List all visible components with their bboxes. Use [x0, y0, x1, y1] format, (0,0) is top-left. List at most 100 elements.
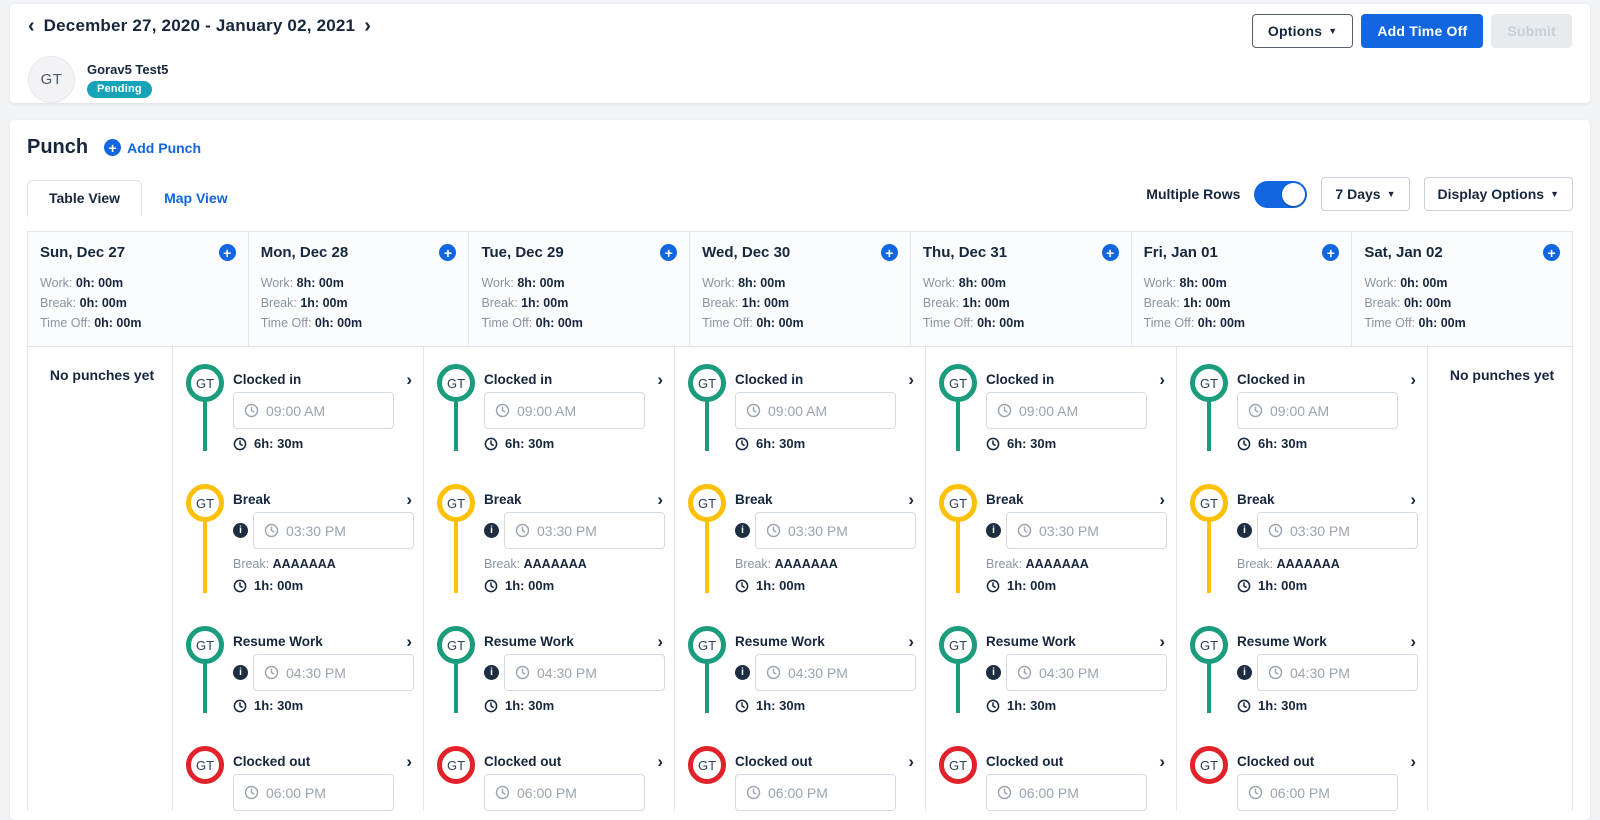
punch-time-input[interactable]: 03:30 PM: [755, 512, 916, 549]
break-stat-value: 0h: 00m: [1403, 296, 1452, 310]
info-icon[interactable]: i: [233, 523, 248, 538]
punch-type-label: Clocked in: [986, 372, 1055, 387]
info-icon[interactable]: i: [986, 665, 1001, 680]
info-icon[interactable]: i: [735, 523, 750, 538]
chevron-right-icon[interactable]: ›: [406, 489, 412, 509]
timeline-connector: [203, 520, 207, 593]
punch-time-input[interactable]: 06:00 PM: [233, 774, 394, 811]
add-punch-day-icon[interactable]: +: [439, 244, 457, 261]
punch-time-input[interactable]: 06:00 PM: [986, 774, 1147, 811]
chevron-right-icon[interactable]: ›: [1410, 489, 1416, 509]
chevron-right-icon[interactable]: ›: [908, 751, 914, 771]
info-icon[interactable]: i: [233, 665, 248, 680]
chevron-right-icon[interactable]: ›: [406, 369, 412, 389]
day-stats: Work: 8h: 00m Break: 1h: 00m Time Off: 0…: [481, 273, 677, 333]
timeoff-stat-value: 0h: 00m: [314, 316, 363, 330]
add-punch-day-icon[interactable]: +: [1543, 244, 1561, 261]
timeline-connector: [956, 400, 960, 451]
punch-time-input[interactable]: 09:00 AM: [986, 392, 1147, 429]
chevron-right-icon[interactable]: ›: [657, 631, 663, 651]
chevron-right-icon[interactable]: ›: [908, 631, 914, 651]
punch-time-value: 03:30 PM: [286, 522, 346, 539]
info-icon[interactable]: i: [484, 523, 499, 538]
chevron-right-icon[interactable]: ›: [1159, 631, 1165, 651]
clock-icon: [515, 665, 530, 680]
chevron-right-icon[interactable]: ›: [657, 369, 663, 389]
punch-time-input[interactable]: 06:00 PM: [484, 774, 645, 811]
options-button[interactable]: Options ▼: [1251, 14, 1354, 48]
add-punch-day-icon[interactable]: +: [880, 244, 898, 261]
timeline-rail: GT: [939, 626, 977, 713]
punch-time-input[interactable]: 04:30 PM: [504, 654, 665, 691]
add-punch-day-icon[interactable]: +: [218, 244, 236, 261]
clock-icon: [484, 579, 498, 592]
day-title: Tue, Dec 29: [481, 244, 564, 261]
timeoff-stat-value: 0h: 00m: [94, 316, 142, 330]
chevron-right-icon[interactable]: ›: [406, 631, 412, 651]
chevron-right-icon[interactable]: ›: [908, 489, 914, 509]
chevron-right-icon[interactable]: ›: [657, 751, 663, 771]
clock-icon: [484, 699, 498, 712]
punch-time-input[interactable]: 09:00 AM: [735, 392, 896, 429]
info-icon[interactable]: i: [986, 523, 1001, 538]
punch-time-input[interactable]: 04:30 PM: [755, 654, 916, 691]
display-options-dropdown[interactable]: Display Options ▼: [1423, 177, 1573, 211]
break-stat-value: 1h: 00m: [300, 296, 348, 310]
chevron-right-icon[interactable]: ›: [1159, 751, 1165, 771]
chevron-right-icon[interactable]: ›: [1159, 489, 1165, 509]
info-icon[interactable]: i: [1237, 523, 1252, 538]
tab-table-view[interactable]: Table View: [27, 180, 143, 217]
punch-type-label: Break: [233, 492, 271, 507]
punch-avatar: GT: [688, 746, 726, 784]
timeline-rail: GT: [688, 484, 726, 593]
punch-time-input[interactable]: 03:30 PM: [1006, 512, 1167, 549]
multiple-rows-toggle[interactable]: [1254, 180, 1308, 208]
punch-time-input[interactable]: 03:30 PM: [253, 512, 414, 549]
punch-duration-value: 6h: 30m: [1258, 436, 1308, 451]
next-week-icon[interactable]: ›: [364, 15, 371, 37]
clock-icon: [495, 403, 510, 418]
chevron-right-icon[interactable]: ›: [406, 751, 412, 771]
work-stat-label: Work:: [702, 276, 735, 290]
add-punch-day-icon[interactable]: +: [1101, 244, 1119, 261]
add-punch-day-icon[interactable]: +: [1322, 244, 1340, 261]
add-time-off-button[interactable]: Add Time Off: [1361, 14, 1484, 48]
punch-duration: 6h: 30m: [986, 436, 1167, 451]
punch-time-input[interactable]: 09:00 AM: [484, 392, 645, 429]
punch-duration: 1h: 00m: [986, 578, 1167, 593]
punch-avatar: GT: [1190, 626, 1228, 664]
chevron-right-icon[interactable]: ›: [1410, 751, 1416, 771]
punch-time-input[interactable]: 04:30 PM: [253, 654, 414, 691]
info-icon[interactable]: i: [484, 665, 499, 680]
punch-time-value: 03:30 PM: [1039, 522, 1099, 539]
punch-time-input[interactable]: 03:30 PM: [1257, 512, 1418, 549]
chevron-right-icon[interactable]: ›: [1410, 369, 1416, 389]
info-icon[interactable]: i: [1237, 665, 1252, 680]
prev-week-icon[interactable]: ‹: [28, 15, 35, 37]
tab-map-view[interactable]: Map View: [164, 190, 228, 206]
chevron-right-icon[interactable]: ›: [657, 489, 663, 509]
days-dropdown[interactable]: 7 Days ▼: [1321, 177, 1410, 211]
punch-time-input[interactable]: 04:30 PM: [1257, 654, 1418, 691]
punch-type-label: Clocked in: [484, 372, 553, 387]
chevron-right-icon[interactable]: ›: [908, 369, 914, 389]
user-name: Gorav5 Test5: [87, 61, 169, 77]
view-tabs: Table View Map View: [27, 180, 250, 217]
chevron-right-icon[interactable]: ›: [1159, 369, 1165, 389]
chevron-right-icon[interactable]: ›: [1410, 631, 1416, 651]
punch-avatar: GT: [939, 484, 977, 522]
timeline-rail: GT: [437, 746, 475, 811]
add-punch-button[interactable]: + Add Punch: [104, 139, 201, 156]
day-stats: Work: 0h: 00m Break: 0h: 00m Time Off: 0…: [40, 273, 236, 333]
punch-duration-value: 6h: 30m: [254, 436, 304, 451]
punch-time-input[interactable]: 09:00 AM: [233, 392, 394, 429]
punch-time-input[interactable]: 06:00 PM: [735, 774, 896, 811]
clock-icon: [1237, 699, 1251, 712]
punch-time-input[interactable]: 09:00 AM: [1237, 392, 1398, 429]
add-punch-day-icon[interactable]: +: [660, 244, 678, 261]
punch-time-input[interactable]: 06:00 PM: [1237, 774, 1398, 811]
info-icon[interactable]: i: [735, 665, 750, 680]
punch-time-input[interactable]: 03:30 PM: [504, 512, 665, 549]
timeline-connector: [956, 520, 960, 593]
punch-time-input[interactable]: 04:30 PM: [1006, 654, 1167, 691]
